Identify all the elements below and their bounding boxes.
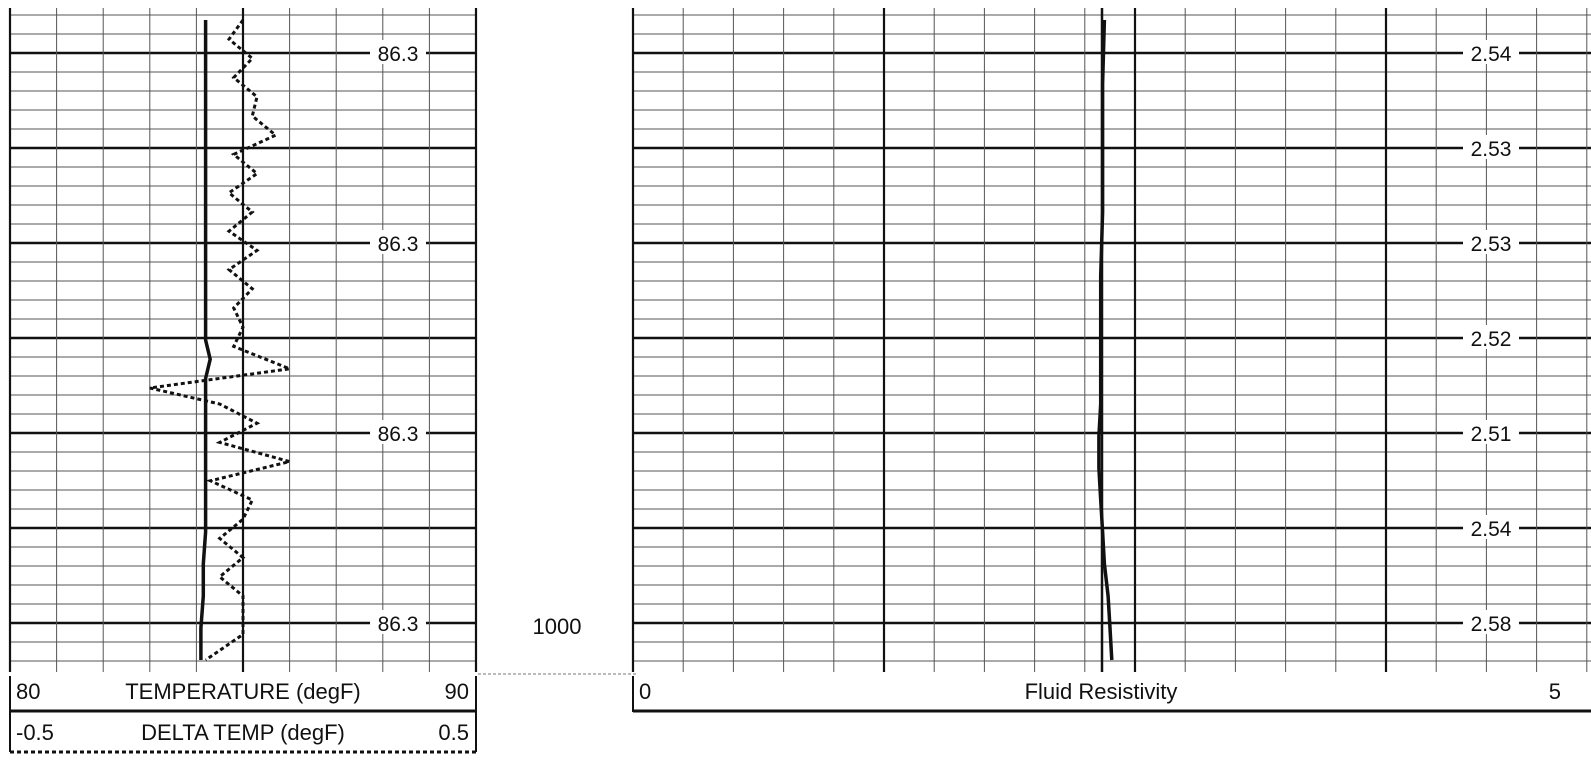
delta-temp-curve	[149, 19, 296, 662]
resistivity-label: Fluid Resistivity	[1025, 679, 1178, 704]
annotation-backdrop	[370, 420, 426, 444]
annotation-backdrop	[1463, 325, 1519, 349]
temperature-max: 90	[445, 679, 469, 704]
annotation-backdrop	[370, 230, 426, 254]
delta-temp-min: -0.5	[16, 720, 54, 745]
annotation-backdrop	[370, 40, 426, 64]
resistivity-annotation: 2.51	[1471, 423, 1512, 446]
resistivity-header: 0 Fluid Resistivity 5	[632, 676, 1591, 713]
resistivity-track: 2.54 2.53 2.53 2.52 2.51 2.54 2.58	[631, 8, 1591, 672]
resistivity-track-grid	[631, 8, 1591, 672]
temperature-label: TEMPERATURE (degF)	[125, 679, 361, 704]
resistivity-annotation: 2.52	[1471, 328, 1512, 351]
annotation-backdrop	[1463, 135, 1519, 159]
resistivity-annotation: 2.53	[1471, 233, 1512, 256]
temperature-min: 80	[16, 679, 40, 704]
resistivity-annotation: 2.58	[1471, 613, 1512, 636]
resistivity-annotation: 2.54	[1471, 518, 1512, 541]
temperature-annotation: 86.3	[378, 43, 419, 66]
delta-temp-max: 0.5	[438, 720, 469, 745]
resistivity-annotation: 2.54	[1471, 43, 1512, 66]
annotation-backdrop	[1463, 40, 1519, 64]
resistivity-track-annotations: 2.54 2.53 2.53 2.52 2.51 2.54 2.58	[1463, 40, 1519, 636]
annotation-backdrop	[1463, 420, 1519, 444]
resistivity-annotation: 2.53	[1471, 138, 1512, 161]
depth-label: 1000	[533, 614, 582, 639]
temperature-header: 80 TEMPERATURE (degF) 90 -0.5 DELTA TEMP…	[9, 676, 477, 754]
temperature-track-grid	[8, 8, 478, 672]
temperature-track-curves	[149, 19, 296, 662]
temperature-annotation: 86.3	[378, 613, 419, 636]
resistivity-min: 0	[639, 679, 651, 704]
temperature-track-annotations: 86.3 86.3 86.3 86.3	[370, 40, 426, 636]
annotation-backdrop	[1463, 610, 1519, 634]
resistivity-track-curves	[1097, 8, 1114, 672]
temperature-curve	[199, 20, 212, 660]
annotation-backdrop	[370, 610, 426, 634]
temperature-annotation: 86.3	[378, 233, 419, 256]
delta-temp-label: DELTA TEMP (degF)	[141, 720, 345, 745]
temperature-annotation: 86.3	[378, 423, 419, 446]
resistivity-max: 5	[1549, 679, 1561, 704]
annotation-backdrop	[1463, 230, 1519, 254]
annotation-backdrop	[1463, 515, 1519, 539]
temperature-track: 86.3 86.3 86.3 86.3	[8, 8, 478, 672]
